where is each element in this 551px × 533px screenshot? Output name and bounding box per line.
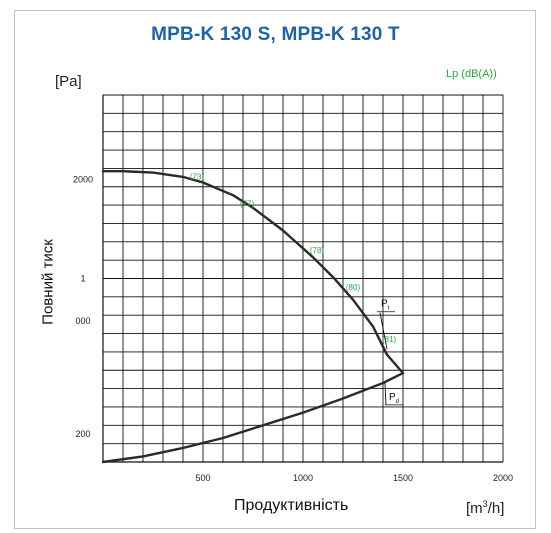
- x-unit-suffix: /h]: [487, 500, 505, 517]
- noise-level-marker: (80): [346, 283, 361, 292]
- x-tick-label: 2000: [493, 473, 513, 483]
- x-tick-label: 500: [195, 473, 210, 483]
- y-tick-label: 200: [75, 429, 90, 439]
- noise-level-marker: (81): [382, 335, 397, 344]
- series-line-pt: [101, 170, 405, 375]
- grid: [102, 94, 504, 463]
- curve-label-main: P: [381, 299, 388, 310]
- curve-label-text: Pt: [381, 299, 390, 312]
- curve-label-subscript: d: [396, 399, 399, 405]
- series-line-pd: [101, 371, 405, 464]
- y-tick-label: 000: [75, 316, 90, 326]
- noise-level-label: Lp (dB(A)): [446, 68, 497, 80]
- x-tick-label: 1500: [393, 473, 413, 483]
- x-axis-title: Продуктивність: [234, 497, 349, 514]
- leader-line-pd: [384, 382, 387, 405]
- noise-level-marker: (77): [240, 200, 255, 209]
- y-tick-label: 2000: [73, 175, 93, 185]
- noise-level-marker: (78): [310, 246, 325, 255]
- leader-line-pt: [379, 312, 388, 350]
- curve-label-main: P: [389, 392, 396, 403]
- curve-label-pd: Pd: [385, 392, 403, 406]
- chart-title: MPB-K 130 S, MPB-K 130 T: [151, 24, 400, 45]
- y-tick-label: 1: [80, 274, 85, 284]
- x-unit-superscript: 3: [482, 499, 488, 509]
- y-axis-unit: [Pa]: [55, 73, 82, 90]
- x-unit-prefix: [m: [466, 500, 483, 517]
- noise-level-marker: (73): [190, 173, 205, 182]
- curve-label-text: Pd: [389, 392, 399, 405]
- x-axis-unit: [m3/h]: [466, 499, 504, 517]
- curve-label-subscript: t: [388, 306, 390, 312]
- figure-frame: [14, 10, 536, 529]
- x-tick-label: 1000: [293, 473, 313, 483]
- curve-label-pt: Pt: [377, 299, 395, 313]
